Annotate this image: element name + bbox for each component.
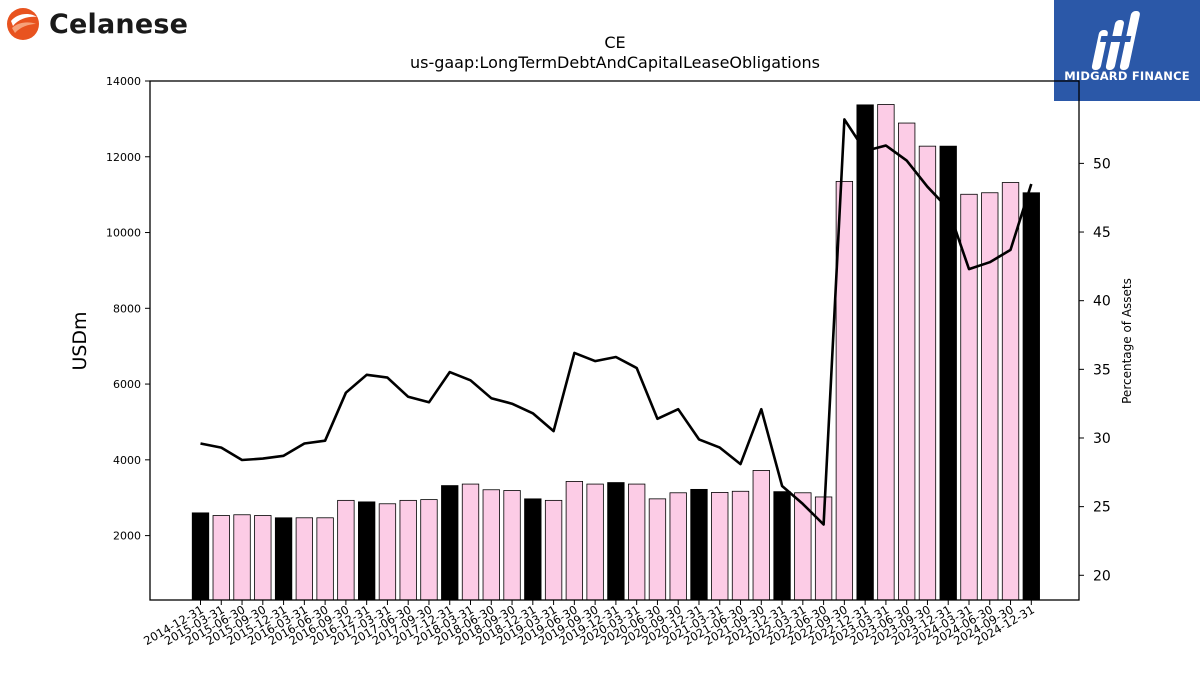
line-series-layer bbox=[200, 118, 1033, 526]
y-tick-label-2000: 2000 bbox=[113, 530, 141, 543]
bar-2015-06-30 bbox=[233, 514, 251, 601]
bar-2022-12-31 bbox=[856, 104, 874, 601]
y-tick-label-10000: 10000 bbox=[106, 227, 141, 240]
y2-tick-label-40: 40 bbox=[1093, 294, 1111, 310]
bar-2021-06-30 bbox=[731, 490, 750, 601]
bar-2017-09-30 bbox=[420, 499, 438, 601]
bar-2018-09-30 bbox=[503, 490, 521, 601]
bar-2023-03-31 bbox=[877, 104, 895, 601]
bar-2015-12-31 bbox=[274, 517, 293, 601]
y2-axis-label: Percentage of Assets bbox=[1120, 278, 1134, 404]
y-tick-label-6000: 6000 bbox=[113, 378, 141, 391]
bar-2018-12-31 bbox=[524, 498, 542, 601]
bar-2021-09-30 bbox=[752, 470, 770, 601]
percentage-line bbox=[200, 118, 1033, 526]
chart-subtitle: us-gaap:LongTermDebtAndCapitalLeaseOblig… bbox=[410, 53, 820, 72]
y2-tick-label-25: 25 bbox=[1093, 500, 1111, 516]
bar-2016-03-31 bbox=[295, 517, 314, 601]
y-tick-label-14000: 14000 bbox=[106, 75, 141, 88]
bar-2019-06-30 bbox=[565, 481, 584, 601]
y-axis-left: 2000 4000 6000 8000 10000 12000 14000 bbox=[106, 75, 150, 543]
bar-2023-12-31 bbox=[939, 145, 957, 601]
bar-2015-03-31 bbox=[212, 515, 230, 601]
bar-2019-09-30 bbox=[586, 483, 604, 601]
bar-2023-06-30 bbox=[898, 122, 916, 601]
midgard-logo-icon bbox=[1091, 11, 1140, 70]
bar-2019-03-31 bbox=[544, 499, 563, 601]
celanese-logo: Celanese bbox=[6, 4, 188, 44]
plot-frame bbox=[149, 80, 1080, 601]
bar-2021-12-31 bbox=[773, 491, 791, 601]
bar-series bbox=[191, 104, 1040, 601]
bar-2019-12-31 bbox=[607, 482, 625, 601]
bar-2023-09-30 bbox=[918, 145, 937, 601]
bar-2016-12-31 bbox=[358, 501, 376, 601]
bar-2016-09-30 bbox=[337, 499, 355, 601]
y-tick-label-4000: 4000 bbox=[113, 454, 141, 467]
chart-title: CE bbox=[604, 33, 625, 52]
bar-2017-06-30 bbox=[399, 499, 417, 601]
bar-2014-12-31 bbox=[191, 512, 210, 601]
bar-2024-06-30 bbox=[981, 192, 999, 601]
bar-2015-09-30 bbox=[254, 515, 272, 601]
bar-2018-06-30 bbox=[482, 489, 500, 601]
y-axis-right: 20 25 30 35 40 45 50 bbox=[1079, 156, 1111, 584]
y2-tick-label-20: 20 bbox=[1093, 568, 1111, 584]
celanese-brand-name: Celanese bbox=[49, 8, 189, 40]
bar-2021-03-31 bbox=[711, 492, 729, 601]
bar-2020-09-30 bbox=[669, 492, 687, 601]
y2-tick-label-35: 35 bbox=[1093, 362, 1111, 378]
y-tick-label-12000: 12000 bbox=[106, 151, 141, 164]
midgard-finance-logo: MIDGARD FINANCE bbox=[1054, 0, 1200, 101]
bar-2017-12-31 bbox=[441, 485, 459, 601]
y-axis-label: USDm bbox=[69, 311, 91, 370]
bar-2024-09-30 bbox=[1001, 182, 1020, 601]
celanese-logo-icon bbox=[7, 8, 39, 40]
bar-2020-03-31 bbox=[628, 483, 646, 601]
bar-2017-03-31 bbox=[378, 503, 397, 601]
y2-tick-label-30: 30 bbox=[1093, 431, 1111, 447]
bar-2020-12-31 bbox=[690, 488, 708, 601]
bar-2016-06-30 bbox=[316, 517, 334, 601]
bar-2020-06-30 bbox=[648, 498, 667, 601]
y2-tick-label-45: 45 bbox=[1093, 225, 1111, 241]
y2-tick-label-50: 50 bbox=[1093, 156, 1111, 172]
bar-2018-03-31 bbox=[461, 483, 480, 601]
y-tick-label-8000: 8000 bbox=[113, 302, 141, 315]
bar-2024-12-31 bbox=[1022, 192, 1040, 601]
midgard-brand-name: MIDGARD FINANCE bbox=[1064, 69, 1190, 83]
x-axis: 2014-12-312015-03-312015-06-302015-09-30… bbox=[141, 600, 1037, 648]
